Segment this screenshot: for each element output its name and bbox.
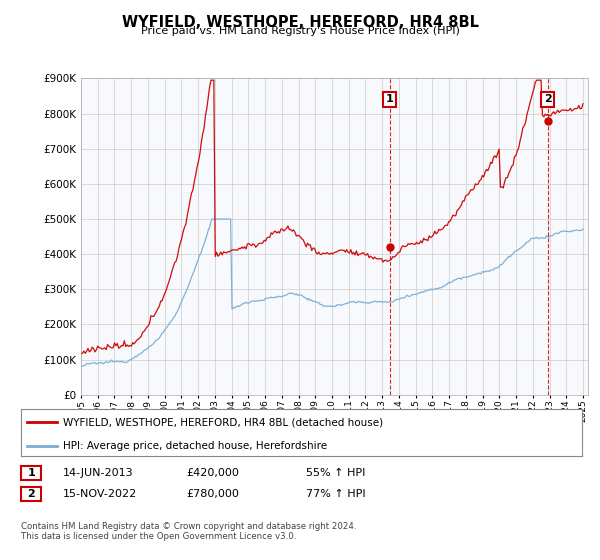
Text: 77% ↑ HPI: 77% ↑ HPI (306, 489, 365, 499)
Text: HPI: Average price, detached house, Herefordshire: HPI: Average price, detached house, Here… (63, 441, 327, 451)
Text: 2: 2 (28, 489, 35, 499)
Text: 14-JUN-2013: 14-JUN-2013 (63, 468, 134, 478)
Text: Contains HM Land Registry data © Crown copyright and database right 2024.
This d: Contains HM Land Registry data © Crown c… (21, 522, 356, 542)
Text: 1: 1 (28, 468, 35, 478)
Text: WYFIELD, WESTHOPE, HEREFORD, HR4 8BL: WYFIELD, WESTHOPE, HEREFORD, HR4 8BL (121, 15, 479, 30)
Text: 55% ↑ HPI: 55% ↑ HPI (306, 468, 365, 478)
Text: £420,000: £420,000 (186, 468, 239, 478)
Text: 1: 1 (386, 95, 394, 105)
Text: 2: 2 (544, 95, 551, 105)
Text: £780,000: £780,000 (186, 489, 239, 499)
Text: Price paid vs. HM Land Registry's House Price Index (HPI): Price paid vs. HM Land Registry's House … (140, 26, 460, 36)
Text: 15-NOV-2022: 15-NOV-2022 (63, 489, 137, 499)
Text: WYFIELD, WESTHOPE, HEREFORD, HR4 8BL (detached house): WYFIELD, WESTHOPE, HEREFORD, HR4 8BL (de… (63, 417, 383, 427)
